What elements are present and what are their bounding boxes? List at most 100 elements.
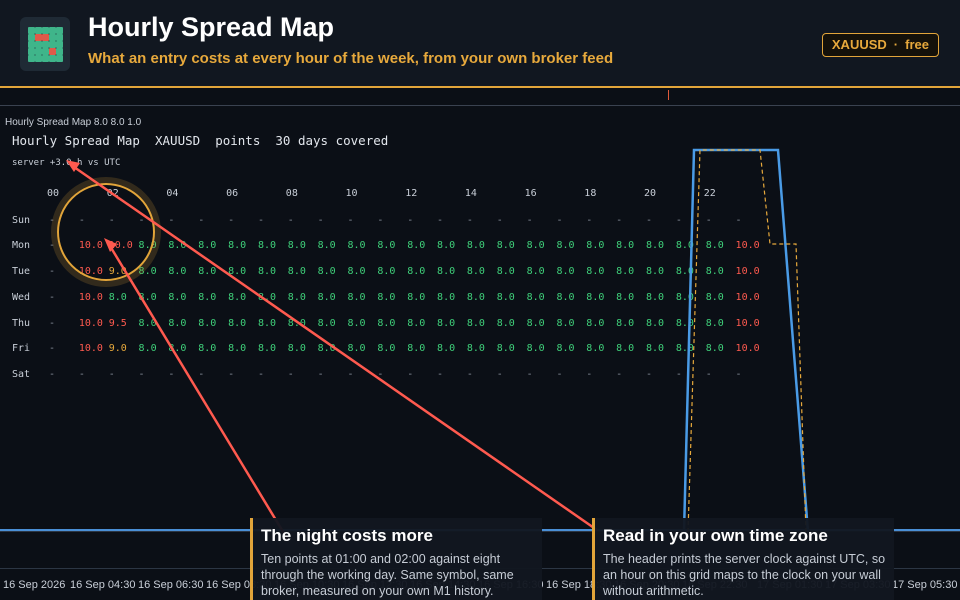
- spread-cell: 9.5: [108, 318, 127, 329]
- spread-cell: 8.0: [705, 343, 724, 354]
- spread-cell: 8.0: [496, 292, 515, 303]
- day-label: Fri: [12, 343, 31, 354]
- spread-cell: 10.0: [78, 240, 103, 251]
- spread-cell: -: [108, 369, 115, 380]
- hour-label: 00: [47, 188, 60, 199]
- spread-cell: 8.0: [437, 240, 456, 251]
- spread-cell: 8.0: [138, 318, 157, 329]
- day-label: Thu: [12, 318, 31, 329]
- spread-cell: 8.0: [198, 266, 217, 277]
- spread-cell: 8.0: [646, 292, 665, 303]
- spread-cell: -: [168, 215, 175, 226]
- hour-label: 12: [405, 188, 418, 199]
- spread-cell: 8.0: [407, 318, 426, 329]
- spread-cell: 8.0: [407, 266, 426, 277]
- logo-cell: [28, 55, 35, 62]
- spread-cell: 10.0: [735, 292, 760, 303]
- callout-night-body: Ten points at 01:00 and 02:00 against ei…: [261, 552, 514, 598]
- logo-cell: [49, 27, 56, 34]
- spread-cell: 8.0: [287, 343, 306, 354]
- spread-cell: -: [78, 369, 85, 380]
- spread-cell: 8.0: [257, 240, 276, 251]
- spread-cell: 8.0: [466, 318, 485, 329]
- spread-cell: -: [675, 369, 682, 380]
- spread-cell: -: [437, 369, 444, 380]
- day-label: Mon: [12, 240, 31, 251]
- spread-cell: 8.0: [347, 240, 366, 251]
- spread-cell: 8.0: [377, 292, 396, 303]
- badge-tier: free: [905, 37, 929, 52]
- grid-header-line: Hourly Spread Map XAUUSD points 30 days …: [12, 133, 389, 148]
- spread-cell: -: [138, 369, 145, 380]
- logo-cell: [35, 48, 42, 55]
- spread-cell: 8.0: [108, 292, 127, 303]
- hour-label: 04: [166, 188, 179, 199]
- spread-cell: 8.0: [407, 292, 426, 303]
- logo-cell: [56, 48, 63, 55]
- logo-cell: [56, 34, 63, 41]
- spread-cell: -: [287, 215, 294, 226]
- spread-cell: 10.0: [78, 292, 103, 303]
- spread-cell: 8.0: [138, 240, 157, 251]
- toolbar-marker: [668, 90, 669, 100]
- spread-cell: 8.0: [526, 318, 545, 329]
- spread-cell: -: [377, 369, 384, 380]
- hour-label: 10: [345, 188, 358, 199]
- spread-cell: -: [49, 369, 56, 380]
- day-label: Sun: [12, 215, 31, 226]
- spread-cell: 10.0: [735, 266, 760, 277]
- spread-cell: -: [228, 369, 235, 380]
- spread-cell: 8.0: [496, 343, 515, 354]
- spread-cell: 8.0: [466, 266, 485, 277]
- app-logo-icon: [20, 17, 70, 71]
- hour-label: 20: [644, 188, 657, 199]
- spread-cell: 8.0: [586, 318, 605, 329]
- spread-cell: -: [49, 318, 56, 329]
- spread-cell: 8.0: [287, 318, 306, 329]
- spread-cell: 8.0: [168, 240, 187, 251]
- spread-cell: 8.0: [287, 292, 306, 303]
- spread-cell: 8.0: [377, 343, 396, 354]
- spread-cell: -: [616, 215, 623, 226]
- spread-cell: 8.0: [437, 292, 456, 303]
- spread-cell: -: [407, 369, 414, 380]
- hour-label: 22: [703, 188, 716, 199]
- spread-cell: 9.0: [108, 266, 127, 277]
- symbol-badge[interactable]: XAUUSD · free: [821, 33, 939, 57]
- logo-cell: [42, 41, 49, 48]
- spread-cell: -: [49, 215, 56, 226]
- spread-cell: 8.0: [616, 266, 635, 277]
- spread-cell: -: [496, 369, 503, 380]
- spread-cell: 8.0: [257, 266, 276, 277]
- logo-cell: [56, 27, 63, 34]
- spread-cell: 8.0: [616, 240, 635, 251]
- spread-cell: -: [228, 215, 235, 226]
- spread-cell: 8.0: [437, 343, 456, 354]
- logo-cell: [49, 55, 56, 62]
- spread-cell: 8.0: [526, 343, 545, 354]
- logo-cell: [28, 27, 35, 34]
- spread-cell: 8.0: [646, 240, 665, 251]
- spread-cell: -: [556, 369, 563, 380]
- logo-cell: [42, 27, 49, 34]
- time-axis-label: 16 Sep 06:30: [138, 579, 204, 591]
- logo-cell: [42, 34, 49, 41]
- day-label: Wed: [12, 292, 31, 303]
- spread-cell: -: [198, 215, 205, 226]
- spread-cell: 8.0: [168, 343, 187, 354]
- logo-cell: [49, 34, 56, 41]
- spread-cell: 8.0: [496, 240, 515, 251]
- logo-cell: [49, 41, 56, 48]
- spread-cell: 8.0: [228, 240, 247, 251]
- spread-cell: -: [317, 215, 324, 226]
- badge-symbol: XAUUSD: [831, 37, 887, 52]
- spread-cell: 8.0: [317, 240, 336, 251]
- spread-cell: -: [168, 369, 175, 380]
- spread-cell: 8.0: [705, 266, 724, 277]
- spread-cell: 8.0: [556, 240, 575, 251]
- spread-cell: 8.0: [198, 343, 217, 354]
- spread-cell: 8.0: [228, 266, 247, 277]
- spread-cell: -: [49, 343, 56, 354]
- spread-cell: 8.0: [526, 240, 545, 251]
- day-label: Tue: [12, 266, 31, 277]
